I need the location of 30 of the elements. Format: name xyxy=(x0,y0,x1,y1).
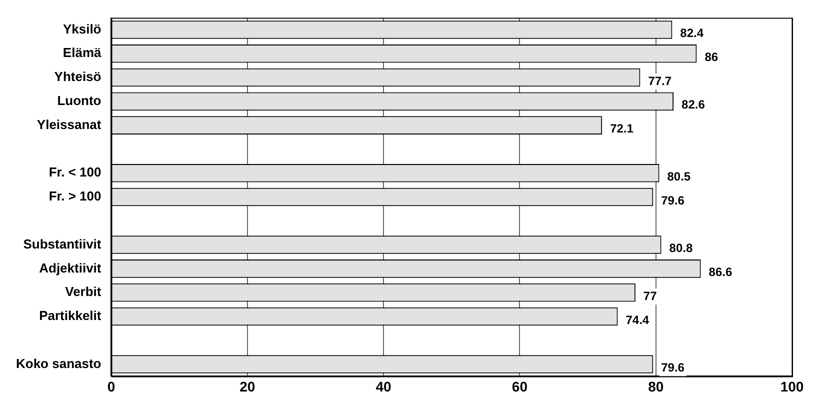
data-label: 77.7 xyxy=(648,74,672,88)
x-tick-label: 0 xyxy=(107,378,116,394)
y-tick-label: Yleissanat xyxy=(36,116,102,132)
x-tick-label: 20 xyxy=(240,378,256,394)
data-label: 77 xyxy=(643,288,658,303)
y-tick-label: Yksilö xyxy=(62,21,102,36)
data-label: 80.5 xyxy=(667,169,691,184)
y-tick-label: Luonto xyxy=(57,93,102,108)
x-tick-label: 40 xyxy=(376,378,392,394)
data-label: 74.4 xyxy=(626,312,650,327)
y-tick-label: Verbit xyxy=(65,284,102,300)
y-tick-label: Substantiivit xyxy=(23,236,102,252)
data-label: 82.6 xyxy=(682,98,706,112)
y-tick-label: Fr. < 100 xyxy=(48,164,102,180)
x-tick-label: 100 xyxy=(780,378,804,394)
y-tick-label: Fr. > 100 xyxy=(48,188,102,204)
data-label: 79.6 xyxy=(661,360,685,375)
y-tick-label: Yhteisö xyxy=(54,69,102,84)
y-tick-label: Partikkelit xyxy=(39,308,102,324)
data-label: 86.6 xyxy=(708,264,732,279)
data-label: 86 xyxy=(704,50,718,64)
x-tick-label: 60 xyxy=(512,378,528,394)
y-tick-label: Adjektiivit xyxy=(39,260,102,276)
data-label: 82.4 xyxy=(680,26,704,40)
data-label: 80.8 xyxy=(669,241,693,256)
y-tick-label: Koko sanasto xyxy=(16,356,102,371)
x-tick-label: 80 xyxy=(648,378,664,394)
y-tick-label: Elämä xyxy=(62,45,102,60)
data-label: 72.1 xyxy=(610,122,634,136)
data-label: 79.6 xyxy=(661,193,685,208)
